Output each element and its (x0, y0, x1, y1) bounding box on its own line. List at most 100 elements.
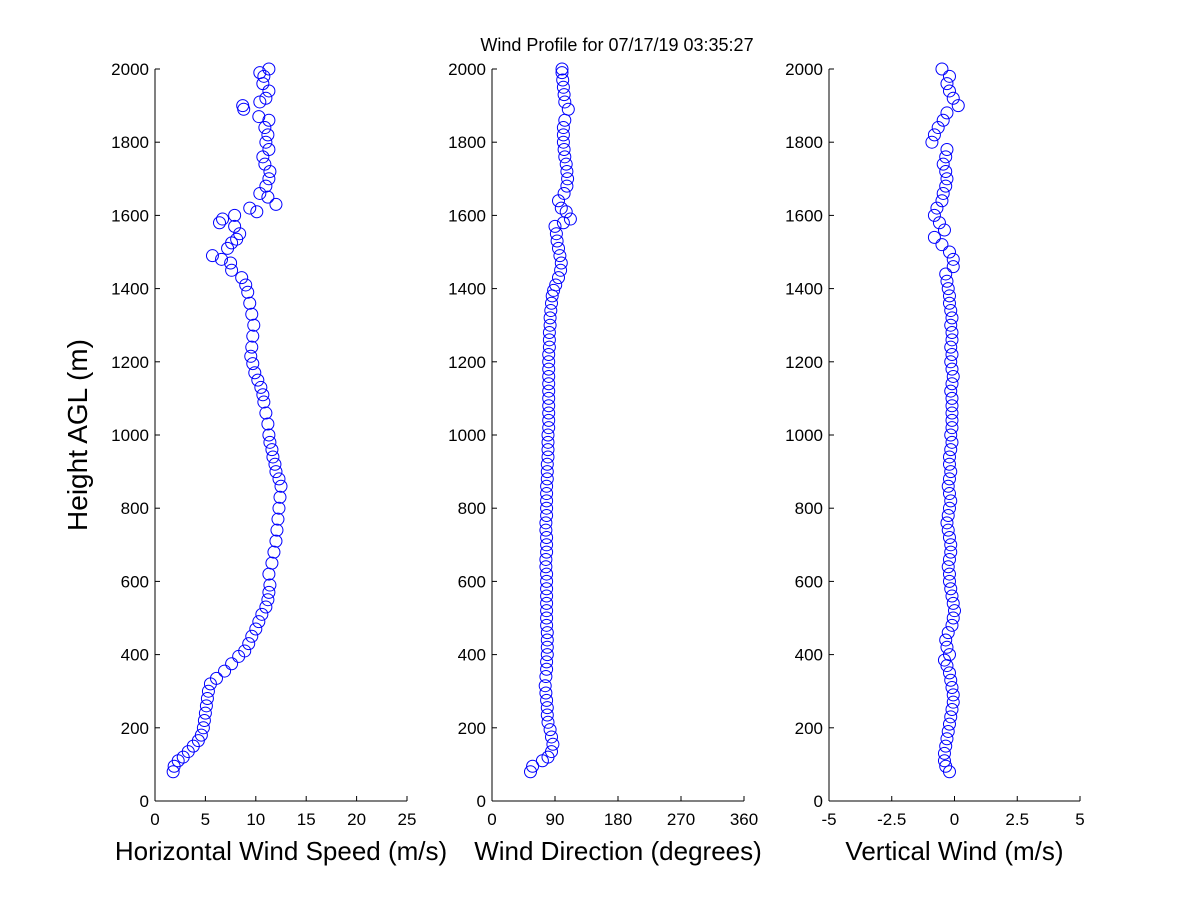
data-point (946, 369, 960, 383)
data-point (561, 102, 575, 116)
data-point (545, 296, 558, 310)
y-tick-label: 800 (121, 499, 149, 518)
data-point (166, 765, 180, 779)
x-tick-label: 5 (1075, 810, 1084, 829)
y-tick-label: 1000 (448, 426, 486, 445)
data-point (942, 648, 956, 662)
y-tick-label: 400 (121, 646, 149, 665)
data-point (540, 457, 554, 471)
data-point (942, 84, 956, 98)
data-point (540, 640, 554, 654)
data-point (225, 263, 239, 277)
data-point (540, 538, 554, 552)
data-point (542, 384, 556, 398)
data-point (942, 296, 956, 310)
y-tick-label: 1200 (111, 353, 149, 372)
data-point (563, 212, 577, 226)
data-point (245, 340, 259, 354)
data-point (539, 552, 553, 566)
data-point (944, 443, 958, 457)
data-point (941, 479, 955, 493)
data-point (261, 190, 275, 204)
data-point (540, 626, 554, 640)
data-point (941, 282, 955, 296)
data-point (540, 693, 554, 707)
data-point (249, 622, 263, 636)
data-point (553, 249, 567, 263)
data-point (925, 135, 939, 149)
y-tick-label: 200 (458, 719, 486, 738)
data-point (235, 271, 249, 285)
data-point (541, 435, 555, 449)
data-point (944, 355, 958, 369)
data-point (218, 664, 232, 678)
data-point (542, 355, 556, 369)
y-tick-label: 600 (795, 572, 823, 591)
data-point (942, 457, 956, 471)
data-point (245, 629, 259, 643)
data-point (945, 681, 959, 695)
data-point (946, 695, 960, 709)
data-point (542, 326, 556, 340)
data-point (945, 421, 959, 435)
x-axis-label: Horizontal Wind Speed (m/s) (115, 836, 447, 866)
y-tick-label: 800 (458, 499, 486, 518)
data-point (540, 662, 554, 676)
data-point (540, 708, 554, 722)
panel-wind-direction: 0 200 400 600 800 1000 1200 1400 1600 1800 2000 0 90… (448, 60, 762, 866)
data-point (940, 106, 954, 120)
data-point (940, 77, 954, 91)
data-point (936, 186, 950, 200)
x-tick-label: -2.5 (877, 810, 906, 829)
y-tick-label: 0 (814, 792, 823, 811)
data-point (541, 715, 555, 729)
data-point (941, 523, 955, 537)
data-point (259, 406, 273, 420)
data-point (945, 326, 959, 340)
data-point (939, 267, 953, 281)
data-point (944, 673, 958, 687)
x-tick-label: 5 (201, 810, 210, 829)
data-point (545, 745, 558, 759)
data-point (942, 472, 956, 486)
data-point (243, 296, 257, 310)
data-point (269, 465, 283, 479)
data-point (541, 428, 555, 442)
data-point (247, 318, 261, 332)
data-point (205, 249, 219, 263)
data-point (540, 633, 554, 647)
data-point (544, 304, 558, 318)
y-tick-label: 2000 (448, 60, 486, 79)
data-point (540, 494, 554, 508)
data-point (931, 121, 945, 135)
data-point (259, 179, 273, 193)
y-tick-label: 1600 (448, 206, 486, 225)
data-point (935, 238, 949, 252)
data-point (942, 69, 956, 83)
data-point (540, 655, 554, 669)
data-point (228, 208, 242, 222)
data-point (552, 241, 565, 255)
data-point (939, 164, 953, 178)
data-point (542, 421, 556, 435)
x-tick-label: -5 (821, 810, 836, 829)
data-point (945, 399, 959, 413)
data-point (273, 490, 287, 504)
data-point (244, 349, 258, 363)
data-point (554, 201, 568, 215)
y-tick-label: 400 (795, 646, 823, 665)
data-point (927, 208, 941, 222)
data-point (540, 604, 554, 618)
data-point (927, 128, 941, 142)
data-point (540, 487, 554, 501)
y-tick-label: 1000 (111, 426, 149, 445)
data-point (267, 545, 281, 559)
y-tick-label: 1400 (448, 280, 486, 299)
data-point (946, 252, 960, 266)
data-point (542, 391, 556, 405)
y-tick-label: 1800 (785, 133, 823, 152)
data-point (937, 754, 951, 768)
data-point (539, 560, 553, 574)
data-point (930, 201, 944, 215)
